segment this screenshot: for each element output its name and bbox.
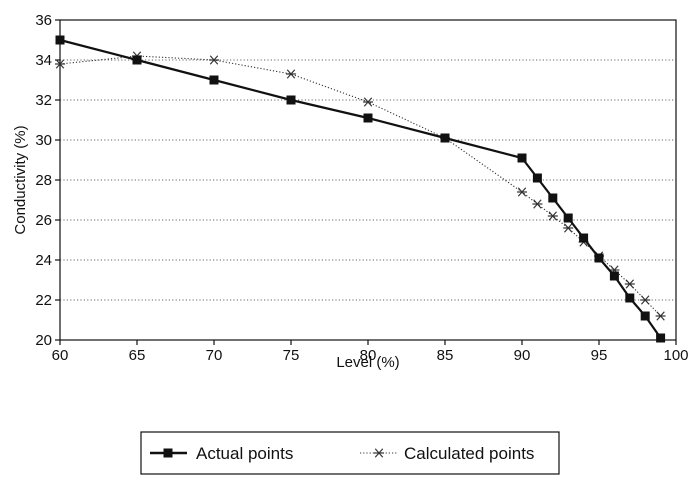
series-line-actual-points	[59, 38, 662, 339]
data-point-actual-points-75	[286, 95, 296, 105]
data-point-calculated-points-60	[55, 59, 65, 69]
data-point-actual-points-99	[656, 333, 666, 343]
axis-ticks	[55, 19, 677, 345]
data-point-calculated-points-80	[363, 97, 373, 107]
data-point-calculated-points-90	[517, 187, 527, 197]
series-actual-points	[55, 35, 666, 343]
data-point-actual-points-90	[517, 153, 527, 163]
data-point-actual-points-91	[532, 173, 542, 183]
y-tick-label-34: 34	[35, 52, 52, 69]
x-tick-label-90: 90	[514, 347, 531, 364]
data-point-actual-points-96	[609, 271, 619, 281]
x-axis-tick-labels: 60 65 70 75 80 85 90 95 100	[52, 347, 689, 364]
data-point-actual-points-94	[579, 233, 589, 243]
asterisk-stroke	[55, 59, 65, 69]
x-tick-label-95: 95	[591, 347, 608, 364]
x-tick-label-60: 60	[52, 347, 69, 364]
legend-box	[140, 431, 560, 475]
x-axis-title: Level (%)	[336, 354, 399, 371]
data-point-actual-points-65	[132, 55, 142, 65]
x-tick-label-75: 75	[283, 347, 300, 364]
legend-label-calculated-points: Calculated points	[404, 444, 534, 463]
data-point-actual-points-70	[209, 75, 219, 85]
data-point-actual-points-60	[55, 35, 65, 45]
data-point-calculated-points-93	[563, 223, 574, 233]
asterisk-stroke	[363, 97, 373, 107]
y-tick-label-30: 30	[35, 132, 52, 149]
asterisk-stroke	[209, 55, 219, 65]
legend-label-actual-points: Actual points	[196, 444, 293, 463]
x-tick-label-70: 70	[206, 347, 223, 364]
horizontal-gridlines	[60, 59, 676, 301]
y-tick-label-36: 36	[35, 12, 52, 29]
y-tick-label-22: 22	[35, 292, 52, 309]
legend: Actual points Calculated points	[140, 431, 560, 475]
legend-marker-calculated	[374, 448, 384, 458]
y-tick-label-28: 28	[35, 172, 52, 189]
x-tick-label-65: 65	[129, 347, 146, 364]
y-axis-title: Conductivity (%)	[12, 125, 29, 234]
data-point-actual-points-80	[363, 113, 373, 123]
data-point-actual-points-97	[625, 293, 635, 303]
legend-swatch-actual-points	[150, 448, 187, 458]
data-point-actual-points-85	[440, 133, 450, 143]
data-point-actual-points-98	[640, 311, 650, 321]
series-calculated-points	[55, 51, 666, 321]
x-tick-label-100: 100	[663, 347, 688, 364]
data-point-actual-points-93	[563, 213, 573, 223]
legend-swatch-calculated-points	[360, 448, 398, 458]
data-point-calculated-points-99	[655, 311, 666, 321]
data-point-actual-points-92	[548, 193, 558, 203]
data-point-calculated-points-91	[532, 199, 543, 209]
legend-marker-actual	[163, 448, 173, 458]
asterisk-stroke	[286, 69, 296, 79]
data-point-calculated-points-97	[624, 279, 635, 289]
x-tick-label-80: 80	[360, 347, 377, 364]
asterisk-stroke	[548, 211, 557, 221]
x-tick-label-85: 85	[437, 347, 454, 364]
series-line-calculated-points	[59, 55, 661, 317]
data-point-calculated-points-92	[547, 211, 558, 221]
y-tick-label-24: 24	[35, 252, 52, 269]
asterisk-stroke	[656, 311, 665, 321]
y-tick-label-32: 32	[35, 92, 52, 109]
asterisk-stroke	[625, 279, 634, 289]
data-point-calculated-points-70	[209, 55, 219, 65]
y-axis-tick-labels: 20 22 24 26 28 30 32 34 36	[35, 12, 52, 349]
data-point-calculated-points-98	[640, 295, 651, 305]
y-tick-label-20: 20	[35, 332, 52, 349]
asterisk-stroke	[641, 295, 650, 305]
data-point-actual-points-95	[594, 253, 604, 263]
data-point-calculated-points-75	[286, 69, 296, 79]
asterisk-stroke	[533, 199, 542, 209]
asterisk-stroke	[374, 448, 384, 458]
y-tick-label-26: 26	[35, 212, 52, 229]
asterisk-stroke	[564, 223, 573, 233]
asterisk-stroke	[517, 187, 527, 197]
series-layer	[55, 35, 666, 343]
